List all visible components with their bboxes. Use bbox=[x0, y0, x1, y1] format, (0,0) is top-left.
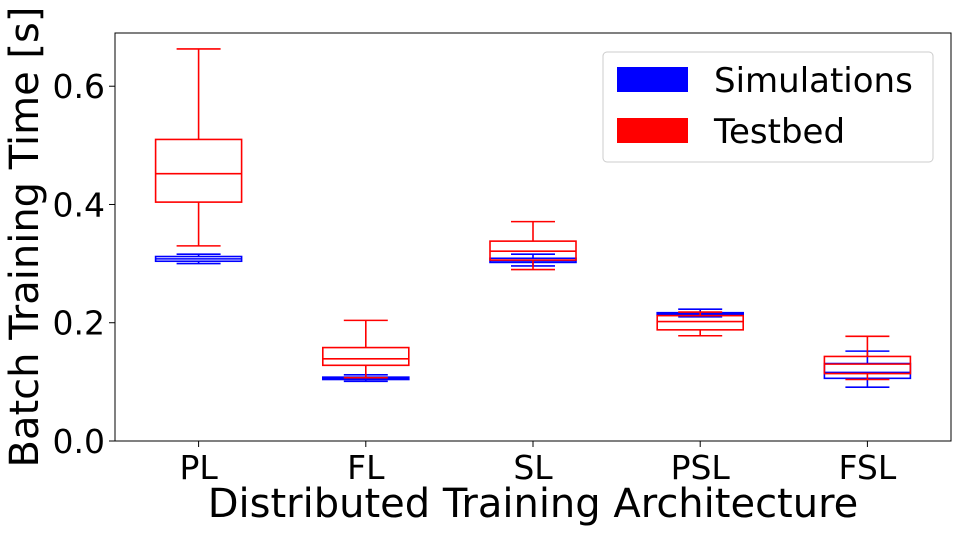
x-tick-label: PSL bbox=[671, 448, 731, 487]
y-tick-label: 0.6 bbox=[53, 67, 105, 106]
box-testbed-fl bbox=[321, 319, 410, 379]
x-axis-label: Distributed Training Architecture bbox=[208, 481, 859, 527]
y-axis: 0.0 0.2 0.4 0.6 bbox=[53, 67, 115, 461]
y-tick-label: 0.2 bbox=[53, 304, 105, 343]
legend-swatch-testbed bbox=[617, 118, 688, 143]
y-tick-label: 0.0 bbox=[53, 422, 105, 461]
box-testbed-psl bbox=[656, 311, 745, 337]
box-body bbox=[154, 138, 243, 203]
box-body bbox=[823, 355, 912, 375]
x-tick-label: FL bbox=[347, 448, 385, 487]
x-axis: PL FL SL PSL FSL bbox=[179, 441, 897, 487]
x-tick-label: PL bbox=[179, 448, 218, 487]
y-tick-label: 0.4 bbox=[53, 185, 105, 224]
legend: Simulations Testbed bbox=[602, 51, 934, 163]
y-axis-label: Batch Training Time [s] bbox=[2, 7, 48, 468]
legend-label-simulations: Simulations bbox=[714, 61, 913, 101]
box-testbed-pl bbox=[154, 48, 243, 247]
legend-label-testbed: Testbed bbox=[713, 112, 845, 152]
box-body bbox=[321, 346, 410, 367]
legend-swatch-simulations bbox=[617, 67, 688, 92]
x-tick-label: FSL bbox=[839, 448, 897, 487]
box-body bbox=[656, 314, 745, 331]
box-simulations-pl bbox=[154, 253, 243, 265]
box-series bbox=[154, 48, 912, 388]
box-testbed-sl bbox=[489, 220, 577, 271]
box-testbed-fsl bbox=[823, 335, 912, 381]
x-tick-label: SL bbox=[513, 448, 553, 487]
